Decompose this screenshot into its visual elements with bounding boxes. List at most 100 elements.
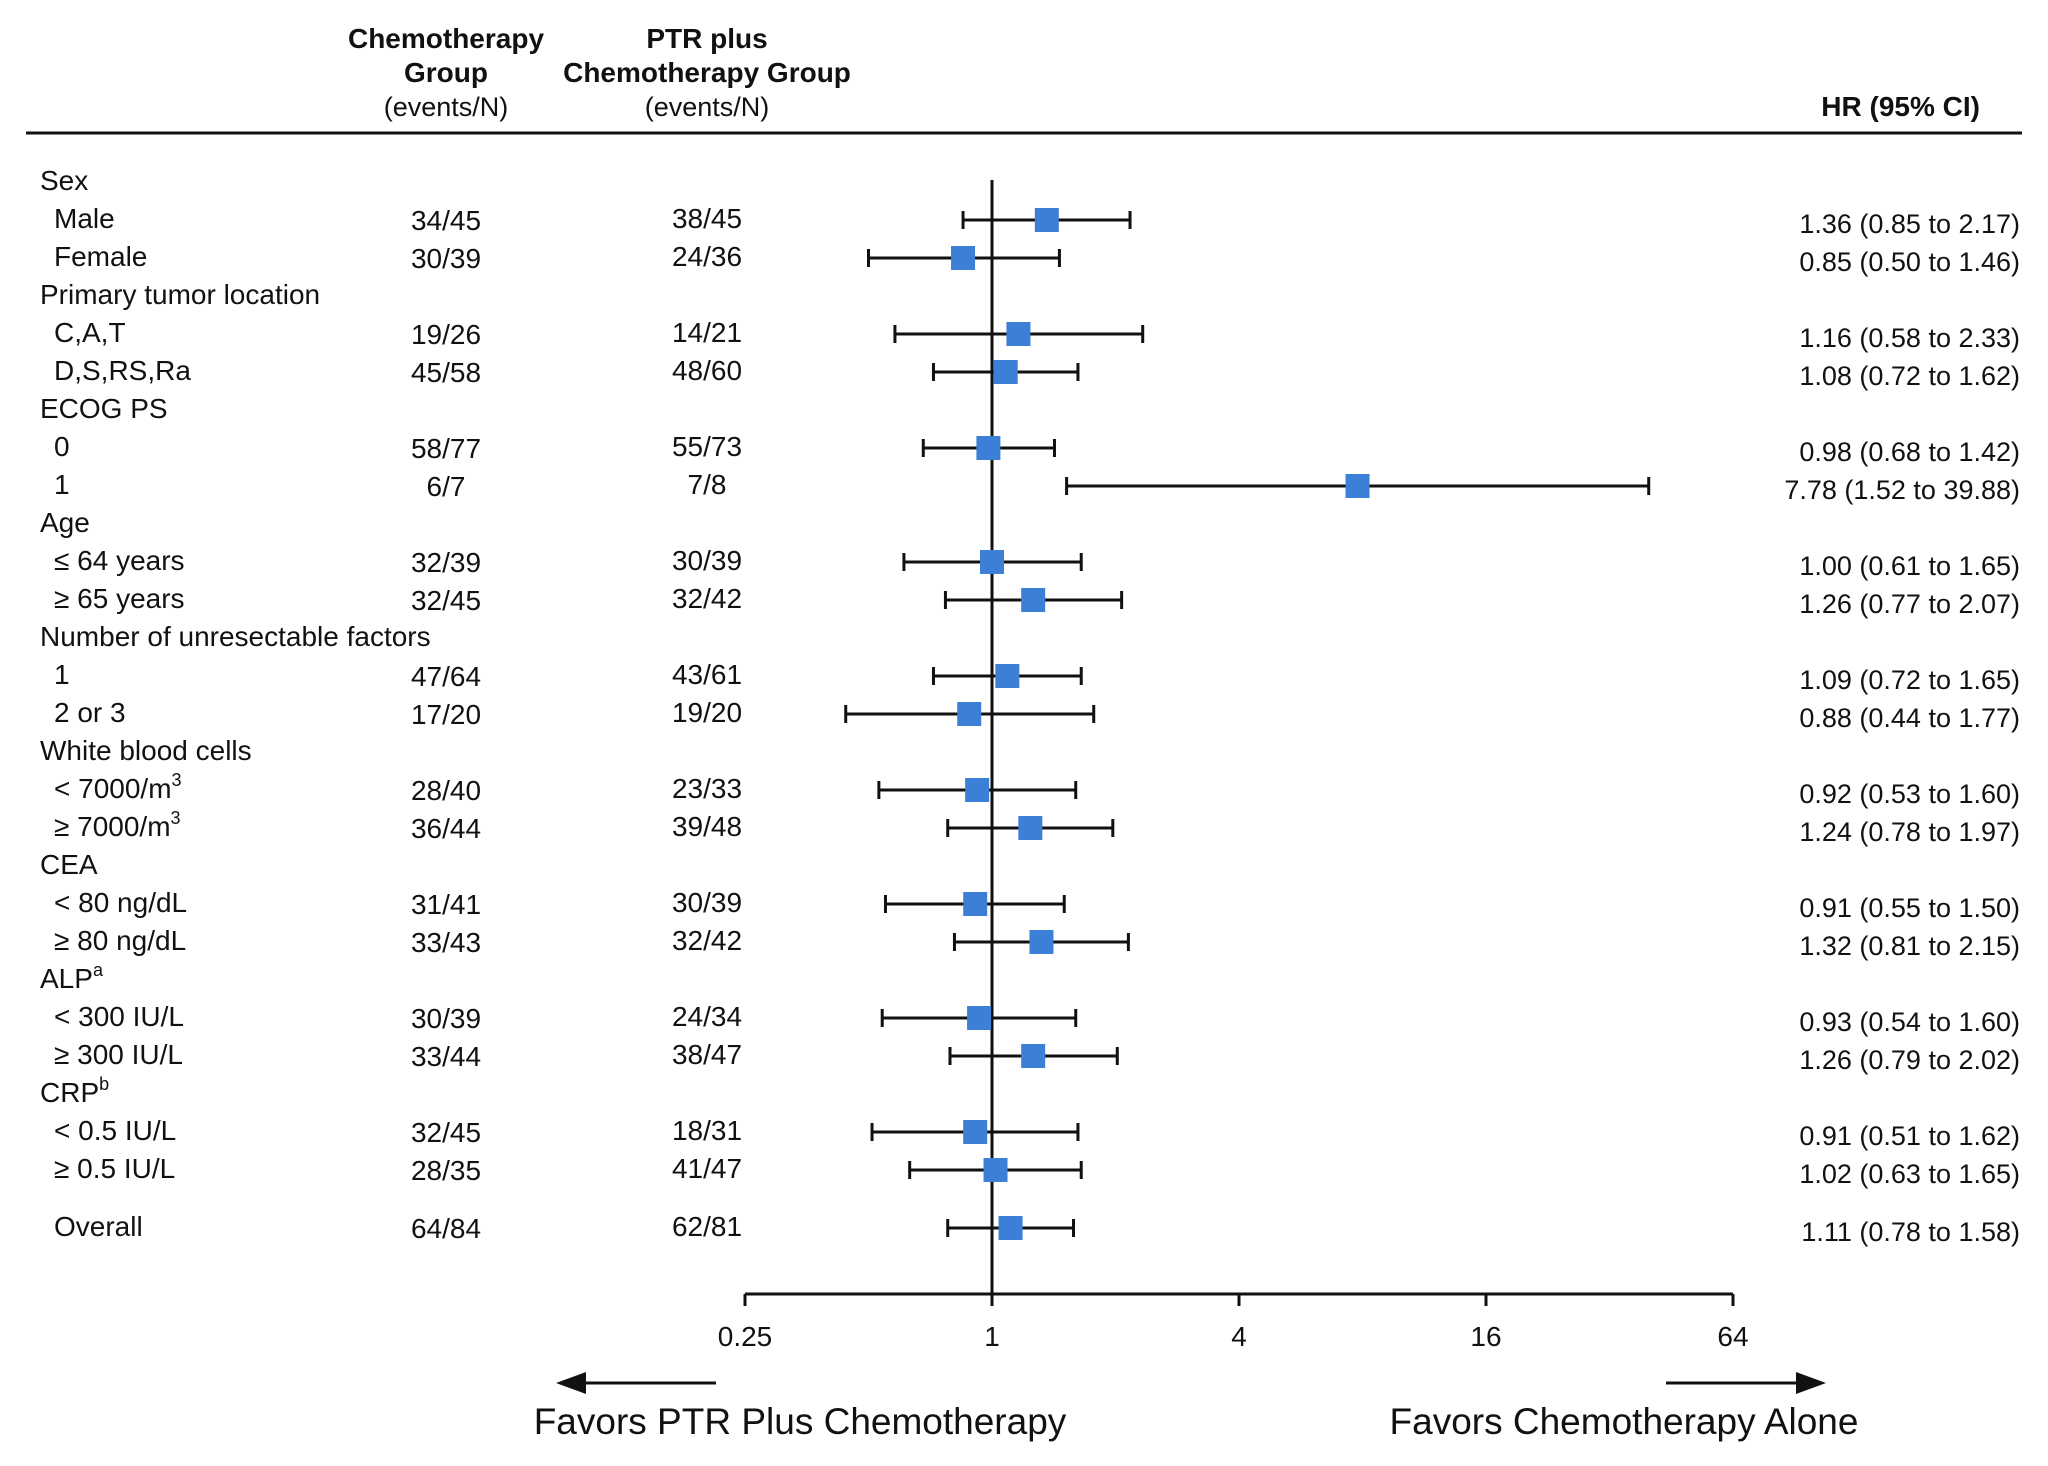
ptr-events-cell: 43/61 <box>672 659 742 690</box>
table-row: ≥ 300 IU/L 33/44 38/47 1.26 (0.79 to 2.02) <box>54 1039 2020 1075</box>
hr-point-marker <box>965 778 990 802</box>
group-label: ECOG PS <box>40 393 168 424</box>
table-row: < 80 ng/dL 31/41 30/39 0.91 (0.55 to 1.50) <box>54 887 2020 923</box>
row-label: ≥ 7000/m3 <box>54 808 181 842</box>
table-row: C,A,T 19/26 14/21 1.16 (0.58 to 2.33) <box>54 317 2020 353</box>
favors-left-label: Favors PTR Plus Chemotherapy <box>534 1401 1067 1442</box>
group-row: ALPa <box>40 960 104 994</box>
chemo-events-cell: 34/45 <box>411 205 481 236</box>
hr-point-marker <box>951 246 976 270</box>
group-label: CRPb <box>40 1074 109 1108</box>
ptr-events-cell: 41/47 <box>672 1153 742 1184</box>
x-tick-label: 1 <box>984 1321 1000 1352</box>
ptr-events-cell: 24/34 <box>672 1001 742 1032</box>
row-label: < 0.5 IU/L <box>54 1115 176 1146</box>
favors-right-arrow-icon <box>1796 1372 1826 1394</box>
hr-ci-cell: 0.98 (0.68 to 1.42) <box>1799 437 2020 467</box>
hr-point-marker <box>998 1216 1023 1240</box>
marks-layer <box>844 208 1651 1240</box>
table-row: ≥ 65 years 32/45 32/42 1.26 (0.77 to 2.07) <box>54 583 2020 619</box>
table-row: 1 6/7 7/8 7.78 (1.52 to 39.88) <box>54 469 2020 505</box>
hr-point-marker <box>1021 1044 1046 1068</box>
hr-point-marker <box>963 1120 988 1144</box>
hr-ci-cell: 1.36 (0.85 to 2.17) <box>1799 209 2020 239</box>
ptr-events-cell: 30/39 <box>672 545 742 576</box>
hr-ci-cell: 1.32 (0.81 to 2.15) <box>1799 931 2020 961</box>
group-label: Number of unresectable factors <box>40 621 431 652</box>
header-chemo-line2: Group <box>404 57 488 88</box>
row-label: ≥ 65 years <box>54 583 185 614</box>
table-row: Female 30/39 24/36 0.85 (0.50 to 1.46) <box>54 241 2020 277</box>
hr-ci-cell: 7.78 (1.52 to 39.88) <box>1784 475 2020 505</box>
hr-point-marker <box>1029 930 1054 954</box>
row-label: Overall <box>54 1211 143 1242</box>
hr-ci-cell: 0.85 (0.50 to 1.46) <box>1799 247 2020 277</box>
chemo-events-cell: 33/43 <box>411 927 481 958</box>
chemo-events-cell: 19/26 <box>411 319 481 350</box>
table-row: ≤ 64 years 32/39 30/39 1.00 (0.61 to 1.65) <box>54 545 2020 581</box>
table-row: < 300 IU/L 30/39 24/34 0.93 (0.54 to 1.60) <box>54 1001 2020 1037</box>
ptr-events-cell: 62/81 <box>672 1211 742 1242</box>
hr-point-marker <box>957 702 982 726</box>
hr-point-marker <box>1018 816 1043 840</box>
table-row: < 0.5 IU/L 32/45 18/31 0.91 (0.51 to 1.62) <box>54 1115 2020 1151</box>
row-label: 1 <box>54 659 70 690</box>
chemo-events-cell: 58/77 <box>411 433 481 464</box>
header-ptr-line3: (events/N) <box>645 92 770 122</box>
header-hr-title: HR (95% CI) <box>1821 91 1980 122</box>
row-label: < 80 ng/dL <box>54 887 187 918</box>
hr-point-marker <box>967 1006 992 1030</box>
row-label: < 7000/m3 <box>54 770 182 804</box>
hr-ci-cell: 1.26 (0.77 to 2.07) <box>1799 589 2020 619</box>
ptr-events-cell: 7/8 <box>688 469 727 500</box>
chemo-events-cell: 64/84 <box>411 1213 481 1244</box>
ptr-events-cell: 18/31 <box>672 1115 742 1146</box>
group-row: Age <box>40 507 90 538</box>
hr-ci-cell: 1.00 (0.61 to 1.65) <box>1799 551 2020 581</box>
row-label: ≥ 80 ng/dL <box>54 925 186 956</box>
row-label: ≥ 300 IU/L <box>54 1039 183 1070</box>
group-label: White blood cells <box>40 735 252 766</box>
row-label: C,A,T <box>54 317 126 348</box>
x-axis: 0.25 1 4 16 64 <box>718 180 1749 1352</box>
ptr-events-cell: 38/45 <box>672 203 742 234</box>
table-row: ≥ 0.5 IU/L 28/35 41/47 1.02 (0.63 to 1.65) <box>54 1153 2020 1189</box>
group-row: ECOG PS <box>40 393 168 424</box>
row-label: 0 <box>54 431 70 462</box>
header-chemo-line1: Chemotherapy <box>348 23 544 54</box>
hr-point-marker <box>995 664 1020 688</box>
group-label: Primary tumor location <box>40 279 320 310</box>
table-row: 0 58/77 55/73 0.98 (0.68 to 1.42) <box>54 431 2020 467</box>
favors-left-arrow-icon <box>556 1372 586 1394</box>
ptr-events-cell: 24/36 <box>672 241 742 272</box>
row-label: ≤ 64 years <box>54 545 185 576</box>
ptr-events-cell: 14/21 <box>672 317 742 348</box>
chemo-events-cell: 6/7 <box>427 471 466 502</box>
header-ptr-line2: Chemotherapy Group <box>563 57 851 88</box>
x-tick-label: 64 <box>1717 1321 1748 1352</box>
hr-ci-cell: 0.93 (0.54 to 1.60) <box>1799 1007 2020 1037</box>
group-row: Primary tumor location <box>40 279 320 310</box>
favors-right-label: Favors Chemotherapy Alone <box>1390 1401 1859 1442</box>
row-label: ≥ 0.5 IU/L <box>54 1153 175 1184</box>
hr-ci-cell: 1.26 (0.79 to 2.02) <box>1799 1045 2020 1075</box>
hr-point-marker <box>1006 322 1031 346</box>
table-row: Overall 64/84 62/81 1.11 (0.78 to 1.58) <box>54 1211 2020 1247</box>
table-row: < 7000/m3 28/40 23/33 0.92 (0.53 to 1.60) <box>54 770 2020 809</box>
hr-point-marker <box>1034 208 1059 232</box>
chemo-events-cell: 33/44 <box>411 1041 481 1072</box>
hr-point-marker <box>1345 474 1370 498</box>
chemo-events-cell: 45/58 <box>411 357 481 388</box>
chemo-events-cell: 28/40 <box>411 775 481 806</box>
hr-ci-cell: 0.92 (0.53 to 1.60) <box>1799 779 2020 809</box>
group-row: White blood cells <box>40 735 252 766</box>
chemo-events-cell: 30/39 <box>411 243 481 274</box>
hr-ci-cell: 1.24 (0.78 to 1.97) <box>1799 817 2020 847</box>
hr-point-marker <box>963 892 988 916</box>
hr-point-marker <box>983 1158 1008 1182</box>
hr-ci-cell: 1.16 (0.58 to 2.33) <box>1799 323 2020 353</box>
table-row: 2 or 3 17/20 19/20 0.88 (0.44 to 1.77) <box>54 697 2020 733</box>
hr-point-marker <box>976 436 1001 460</box>
